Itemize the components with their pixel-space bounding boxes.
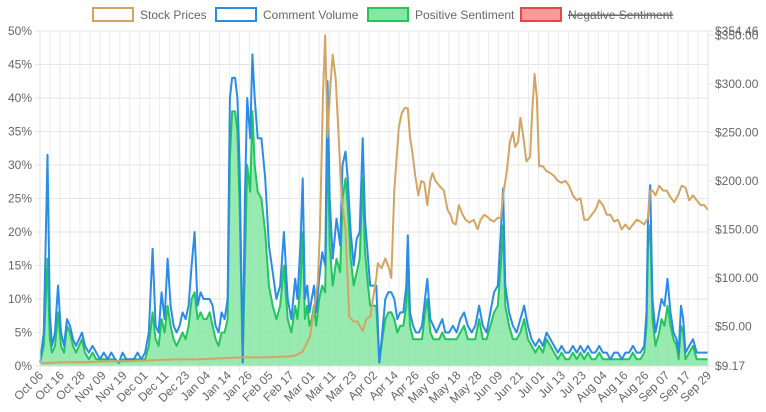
legend-label: Positive Sentiment	[415, 8, 515, 22]
comment-volume-line	[39, 53, 708, 364]
y-left-tick-label: 0%	[15, 359, 33, 373]
y-left-tick-label: 25%	[8, 192, 32, 206]
series-layer	[39, 34, 709, 367]
y-left-tick-label: 10%	[8, 292, 32, 306]
y-right-tick-label: $354.46	[715, 24, 759, 38]
y-right-tick-label: $50.00	[715, 319, 752, 333]
legend[interactable]: Stock Prices Comment Volume Positive Senti…	[92, 7, 674, 22]
positive-sentiment-line	[39, 110, 708, 364]
y-left-tick-label: 5%	[15, 326, 33, 340]
y-right-tick-label: $350.00	[715, 28, 759, 42]
y-left-tick-label: 35%	[8, 125, 32, 139]
y-right-tick-label: $300.00	[715, 77, 759, 91]
y-left-tick-label: 30%	[8, 158, 32, 172]
legend-item[interactable]: Negative Sentiment	[520, 7, 674, 22]
legend-item[interactable]: Comment Volume	[215, 7, 359, 22]
y-right-tick-label: $200.00	[715, 174, 759, 188]
y-right-tick-label: $150.00	[715, 222, 759, 236]
legend-label: Comment Volume	[263, 8, 359, 22]
legend-swatch	[367, 7, 409, 22]
legend-swatch	[520, 7, 562, 22]
y-right-tick-label: $250.00	[715, 125, 759, 139]
y-left-tick-label: 45%	[8, 58, 32, 72]
positive-sentiment-area	[40, 111, 708, 367]
y-right-tick-label: $100.00	[715, 271, 759, 285]
y-left-tick-label: 20%	[8, 225, 32, 239]
y-left-tick-label: 40%	[8, 91, 32, 105]
legend-item[interactable]: Positive Sentiment	[367, 7, 515, 22]
legend-item[interactable]: Stock Prices	[92, 7, 207, 22]
y-right-tick-label: $9.17	[715, 359, 745, 373]
stock-prices-line	[39, 34, 709, 365]
y-left-tick-label: 50%	[8, 24, 32, 38]
legend-label: Stock Prices	[140, 8, 207, 22]
legend-swatch	[92, 7, 134, 22]
legend-swatch	[215, 7, 257, 22]
y-left-tick-label: 15%	[8, 259, 32, 273]
